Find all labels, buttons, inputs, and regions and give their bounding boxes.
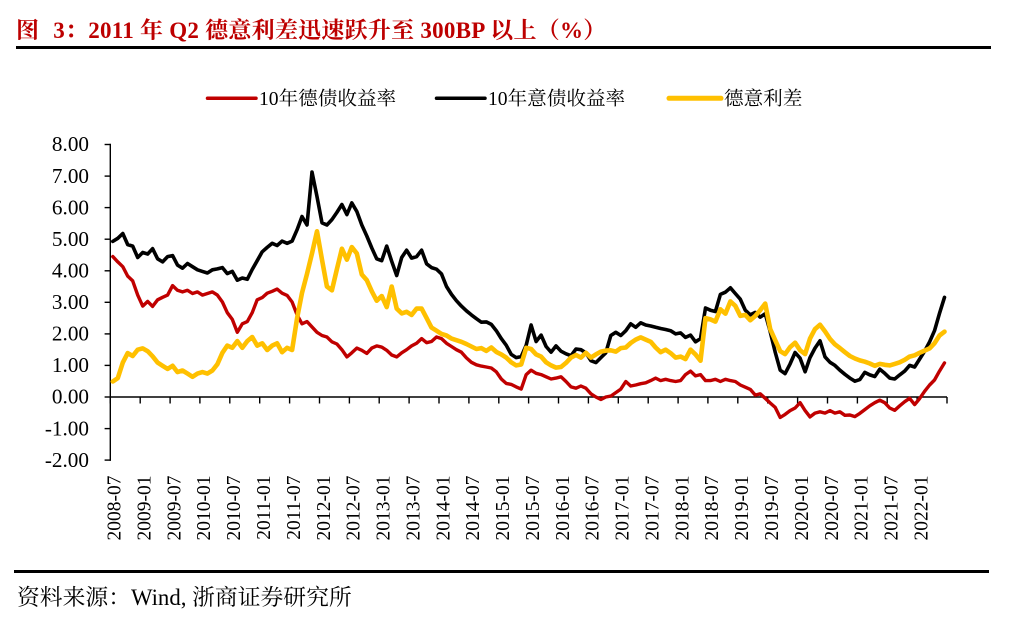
svg-text:2009-07: 2009-07 [164, 475, 185, 540]
svg-text:2020-07: 2020-07 [822, 475, 843, 540]
svg-text:2011-07: 2011-07 [284, 475, 305, 540]
svg-text:3.00: 3.00 [52, 290, 89, 314]
svg-text:2012-01: 2012-01 [314, 476, 335, 541]
svg-text:4.00: 4.00 [52, 259, 89, 283]
svg-text:2019-01: 2019-01 [732, 476, 753, 541]
svg-text:2015-07: 2015-07 [523, 475, 544, 540]
svg-text:2.00: 2.00 [52, 322, 89, 346]
svg-text:2017-01: 2017-01 [613, 476, 634, 541]
svg-text:2021-07: 2021-07 [882, 475, 903, 540]
svg-text:0.00: 0.00 [52, 385, 89, 409]
svg-text:2008-07: 2008-07 [105, 475, 126, 540]
svg-text:2014-07: 2014-07 [463, 475, 484, 540]
svg-text:2021-01: 2021-01 [852, 476, 873, 541]
svg-text:7.00: 7.00 [52, 164, 89, 188]
svg-text:2013-01: 2013-01 [374, 476, 395, 541]
svg-text:2014-01: 2014-01 [433, 476, 454, 541]
svg-text:2019-07: 2019-07 [762, 475, 783, 540]
svg-text:2011-01: 2011-01 [254, 476, 275, 540]
svg-text:2010-07: 2010-07 [224, 475, 245, 540]
svg-text:2013-07: 2013-07 [403, 475, 424, 540]
svg-text:2018-07: 2018-07 [702, 475, 723, 540]
svg-text:6.00: 6.00 [52, 195, 89, 219]
svg-text:2022-01: 2022-01 [911, 476, 932, 541]
svg-text:1.00: 1.00 [52, 353, 89, 377]
svg-text:-2.00: -2.00 [45, 448, 89, 472]
svg-text:2010-01: 2010-01 [194, 476, 215, 541]
svg-text:8.00: 8.00 [52, 132, 89, 156]
svg-text:-1.00: -1.00 [45, 416, 89, 440]
svg-text:10年意债收益率: 10年意债收益率 [488, 88, 625, 110]
svg-text:2020-01: 2020-01 [792, 476, 813, 541]
svg-text:2009-01: 2009-01 [135, 476, 156, 541]
svg-text:2015-01: 2015-01 [493, 475, 514, 540]
svg-text:2017-07: 2017-07 [643, 475, 664, 540]
svg-text:5.00: 5.00 [52, 227, 89, 251]
svg-text:10年德债收益率: 10年德债收益率 [259, 88, 396, 110]
svg-text:2012-07: 2012-07 [344, 475, 365, 540]
svg-text:2018-01: 2018-01 [672, 476, 693, 541]
svg-text:2016-01: 2016-01 [553, 476, 574, 541]
svg-text:德意利差: 德意利差 [724, 88, 802, 110]
svg-text:2016-07: 2016-07 [583, 475, 604, 540]
